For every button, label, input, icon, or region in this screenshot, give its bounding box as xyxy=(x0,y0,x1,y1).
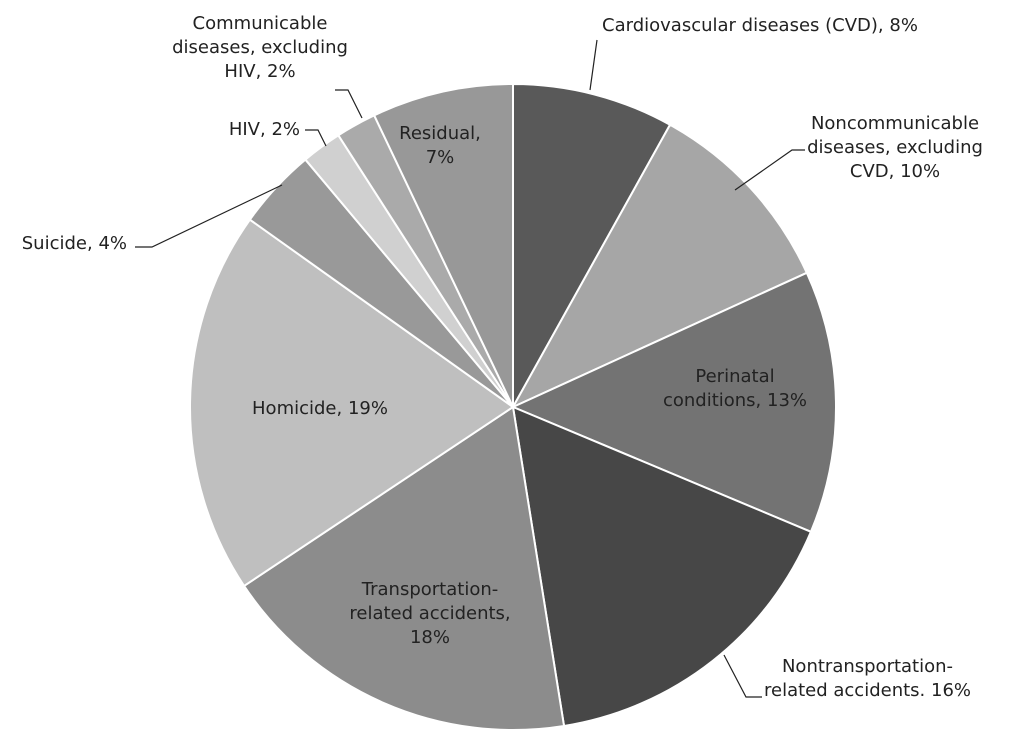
value-label: 18% xyxy=(409,627,450,648)
slice xyxy=(189,218,515,588)
category-label: HIV, xyxy=(228,119,266,140)
slice-label: Cardiovascular diseases (CVD), 8% xyxy=(590,14,930,38)
category-label: Residual, xyxy=(399,123,481,144)
category-label: Suicide, xyxy=(21,233,93,254)
slice-label: Transportation-related accidents, 18% xyxy=(340,578,520,650)
leader-line xyxy=(723,654,762,698)
slice-label: Suicide, 4% xyxy=(0,232,127,256)
category-label: Nontransportation-related accidents. xyxy=(763,656,954,701)
slice-label: Residual, 7% xyxy=(390,122,490,170)
leader-line xyxy=(135,184,283,248)
slice xyxy=(510,271,837,534)
slice xyxy=(512,82,672,411)
slice-label: Homicide, 19% xyxy=(220,397,420,421)
slice xyxy=(511,405,813,728)
category-label: Transportation-related accidents, xyxy=(349,579,511,624)
leader-line xyxy=(589,39,598,91)
leader-line xyxy=(335,89,363,119)
value-label: 2% xyxy=(267,61,296,82)
value-label: 8% xyxy=(889,15,918,36)
leader-line xyxy=(305,129,327,147)
value-label: 19% xyxy=(347,398,388,419)
slice-label: Nontransportation-related accidents. 16% xyxy=(755,655,980,703)
slice-label: Perinatal conditions, 13% xyxy=(660,365,810,413)
slice-label: HIV, 2% xyxy=(150,118,300,142)
slices xyxy=(189,82,837,731)
value-label: 16% xyxy=(931,680,972,701)
value-label: 7% xyxy=(425,147,455,168)
slice-label: Communicable diseases, excluding HIV, 2% xyxy=(170,12,350,84)
slice xyxy=(242,405,566,731)
category-label: Homicide, xyxy=(252,398,343,419)
value-label: 2% xyxy=(271,119,300,140)
leader-lines xyxy=(135,39,805,698)
slice xyxy=(372,82,514,408)
category-label: Communicable diseases, excluding HIV, xyxy=(172,13,348,82)
value-label: 13% xyxy=(767,390,808,411)
value-label: 4% xyxy=(98,233,127,254)
category-label: Noncommunicable diseases, excluding CVD, xyxy=(807,113,983,182)
category-label: Perinatal conditions, xyxy=(662,366,775,411)
leader-line xyxy=(734,149,805,191)
slice xyxy=(510,123,809,410)
category-label: Cardiovascular diseases (CVD), xyxy=(602,15,884,36)
slice-label: Noncommunicable diseases, excluding CVD,… xyxy=(795,112,995,184)
value-label: 10% xyxy=(900,161,941,182)
